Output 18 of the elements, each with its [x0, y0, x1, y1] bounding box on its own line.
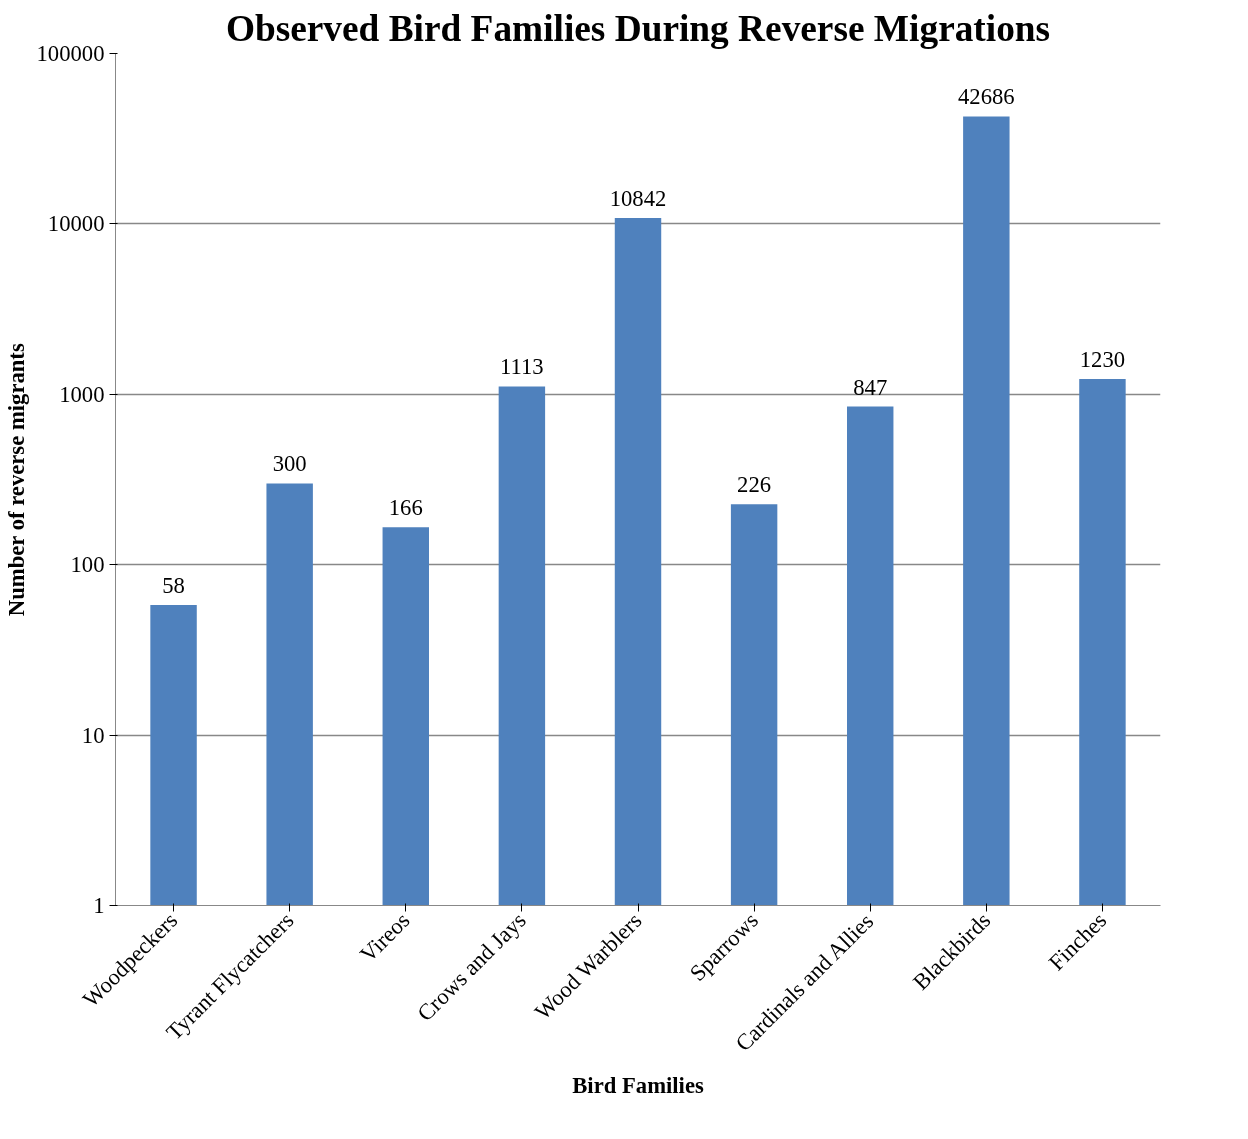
y-axis-title: Number of reverse migrants [3, 343, 29, 617]
y-tick-label: 100 [70, 552, 105, 578]
x-axis-title: Bird Families [572, 1072, 704, 1098]
data-label: 10842 [609, 185, 667, 211]
y-tick-label: 100000 [36, 41, 105, 66]
data-label: 166 [388, 495, 423, 521]
data-label: 1113 [500, 354, 544, 380]
data-label: 847 [853, 374, 888, 400]
data-label: 58 [162, 573, 185, 599]
chart-title: Observed Bird Families During Reverse Migrations [225, 7, 1051, 49]
y-tick-label: 10000 [47, 211, 105, 237]
y-tick-label: 10 [81, 722, 105, 748]
y-tick-label: 1 [93, 893, 105, 918]
data-label: 42686 [958, 84, 1015, 110]
y-tick-label: 1000 [59, 381, 105, 407]
data-label: 226 [737, 472, 772, 498]
data-label: 300 [272, 451, 307, 477]
data-label: 1230 [1079, 346, 1126, 372]
